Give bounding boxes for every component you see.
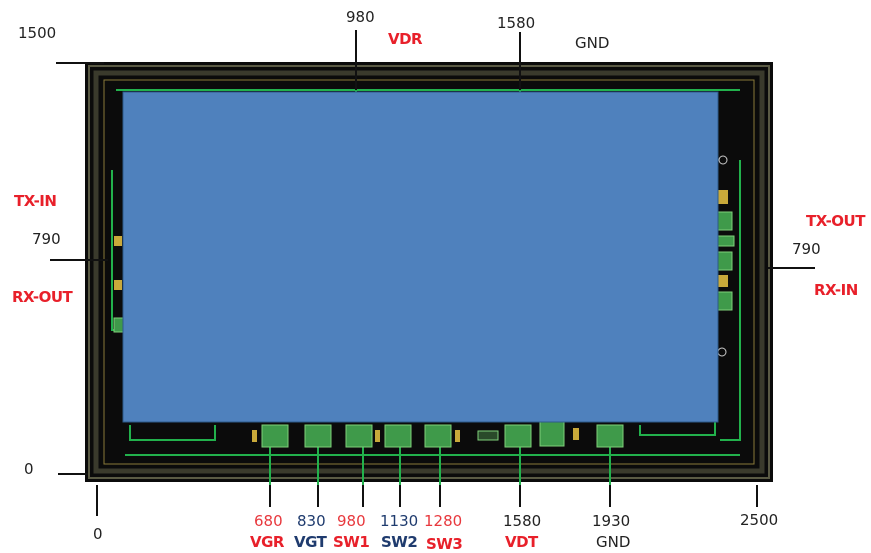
side-pad [717,235,735,247]
pad-sw1 [345,424,373,448]
overlay-block [122,91,719,423]
bottom-origin-value: 0 [93,525,103,543]
pad-vgt [304,424,332,448]
bottom-value-vgr: 680 [254,512,283,530]
bottom-value-sw2: 1130 [380,512,419,530]
side-component [718,190,728,204]
small-component [252,430,257,442]
bottom-pin-sw1: SW1 [333,533,370,551]
bottom-value-gnd: 1930 [592,512,631,530]
left-marker-value: 790 [32,230,61,248]
top-left-value: 1500 [18,24,57,42]
left-pin-tx-in: TX-IN [14,192,57,210]
bottom-pin-vgt: VGT [294,533,327,551]
right-marker-value: 790 [792,240,821,258]
pad-sw2 [384,424,412,448]
side-component [718,275,728,287]
side-pad [717,251,733,271]
seal-ring-outer [88,65,770,479]
bottom-value-vdt: 1580 [503,512,542,530]
pad-vdt [504,424,532,448]
pad-cap [539,421,565,447]
right-pads [717,155,735,357]
pad-sw3 [424,424,452,448]
bottom-pin-sw3: SW3 [426,535,463,553]
bottom-pin-vdt: VDT [505,533,538,551]
left-pin-rx-out: RX-OUT [12,288,73,306]
bottom-pin-sw2: SW2 [381,533,418,551]
bottom-pads [252,421,624,448]
seal-ring-gold [103,79,755,465]
side-pad [717,291,733,311]
small-component [375,430,380,442]
routing-traces [111,62,741,485]
side-component [114,280,122,290]
top-marker-value-vdr: 980 [346,8,375,26]
bottom-pin-vgr: VGR [250,533,284,551]
bottom-pin-gnd: GND [596,533,631,551]
pad-vgr [261,424,289,448]
bottom-value-sw1: 980 [337,512,366,530]
bottom-value-sw3: 1280 [424,512,463,530]
right-pin-tx-out: TX-OUT [806,212,865,230]
right-pin-rx-in: RX-IN [814,281,858,299]
bottom-right-value: 2500 [740,511,779,529]
bottom-value-vgt: 830 [297,512,326,530]
top-marker-pin-gnd: GND [575,34,610,52]
via [718,155,728,165]
side-component [114,236,122,246]
seal-ring-inner [93,70,765,474]
bottom-left-value: 0 [24,460,34,478]
side-pad [717,211,733,231]
marker-lines [50,30,815,516]
top-marker-pin-vdr: VDR [388,30,423,48]
small-component [573,428,579,440]
small-component [455,430,460,442]
pad-gnd [596,424,624,448]
small-component [477,430,499,441]
top-marker-value-gnd: 1580 [497,14,536,32]
